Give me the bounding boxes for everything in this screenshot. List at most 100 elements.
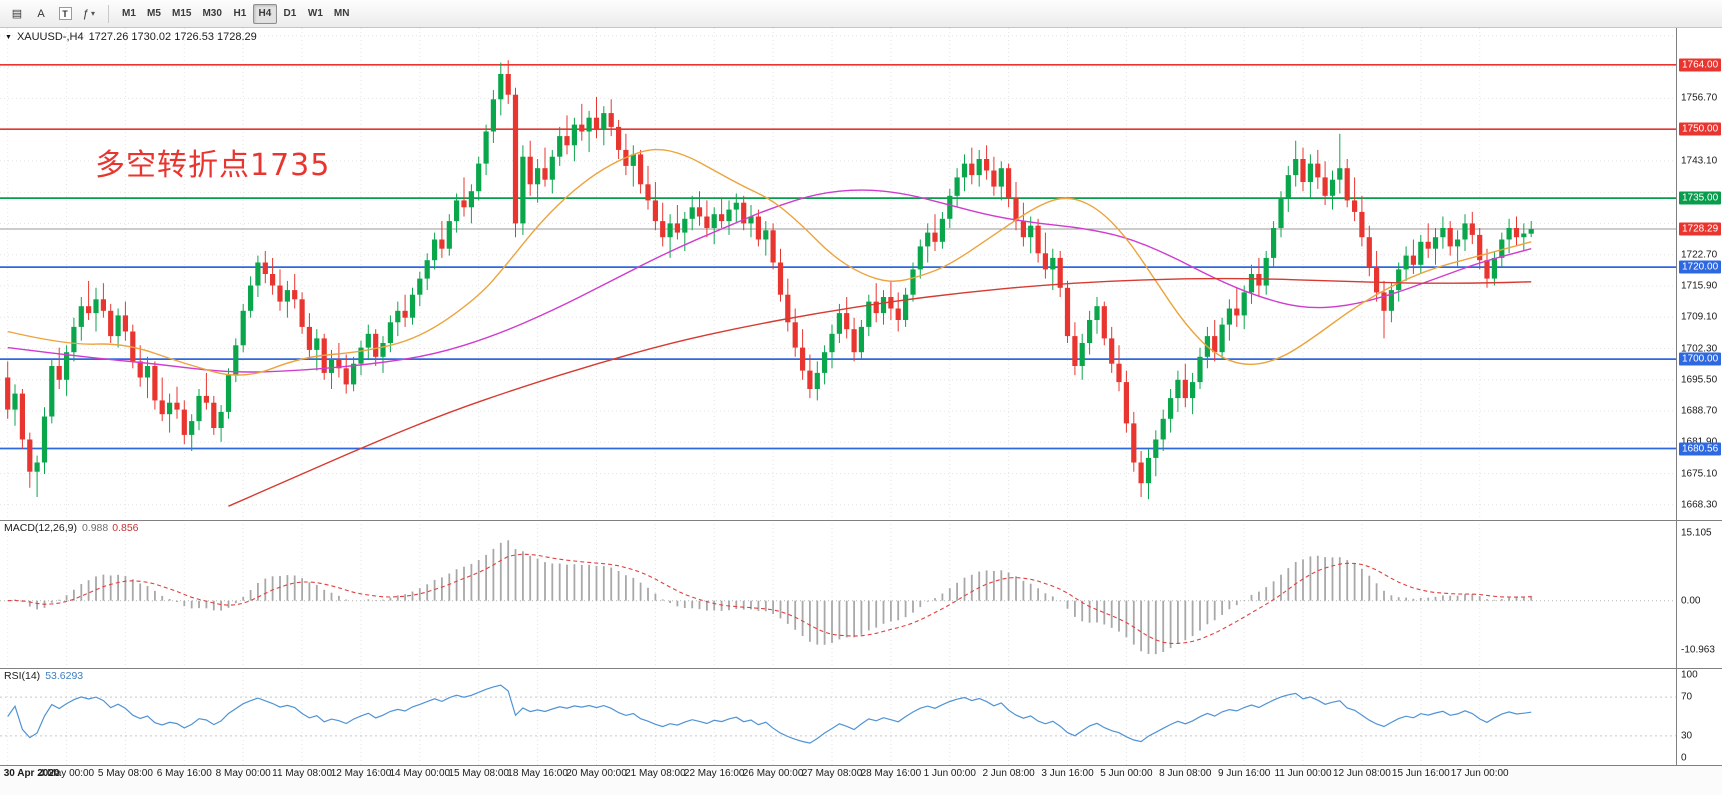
- symbol-label: ▼ XAUUSD-,H4 1727.26 1730.02 1726.53 172…: [5, 31, 257, 43]
- rsi-canvas[interactable]: [0, 668, 1676, 765]
- price-level-badge: 1720.00: [1679, 260, 1722, 274]
- candle: [277, 285, 283, 302]
- candle: [203, 395, 209, 403]
- moving-average-line: [228, 277, 1532, 507]
- candle: [549, 156, 555, 180]
- timeframe-button-d1[interactable]: D1: [283, 8, 297, 19]
- candle: [292, 290, 298, 300]
- candle: [483, 131, 489, 164]
- candle: [792, 322, 798, 348]
- candle: [336, 359, 342, 369]
- axis-tick-label: 0.00: [1681, 595, 1701, 607]
- symbol-name: XAUUSD-,H4: [16, 31, 84, 43]
- candle: [593, 117, 600, 130]
- candle: [741, 202, 747, 224]
- candle: [130, 331, 136, 362]
- macd-axis[interactable]: 15.105 0.00 -10.963: [1676, 520, 1722, 668]
- candle: [196, 395, 202, 422]
- candle: [535, 168, 541, 185]
- time-axis[interactable]: 30 Apr 2020 4 May 00:00 5 May 08:00 6 May 1…: [0, 765, 1722, 795]
- time-axis-label: 12 May 16:00: [330, 768, 392, 779]
- price-chart-canvas[interactable]: [0, 28, 1676, 520]
- rsi-name: RSI(14): [4, 670, 41, 682]
- candle: [1160, 418, 1166, 440]
- candle: [108, 310, 114, 337]
- timeframe-button-mn[interactable]: MN: [333, 8, 350, 19]
- candle: [1359, 211, 1365, 238]
- time-axis-label: 21 May 08:00: [625, 768, 686, 779]
- candle: [586, 117, 592, 132]
- candle: [542, 168, 548, 180]
- candle: [1256, 274, 1262, 286]
- candle: [137, 361, 143, 378]
- candle: [270, 274, 276, 286]
- candle: [5, 377, 11, 410]
- time-axis-label: 8 Jun 08:00: [1159, 768, 1212, 779]
- candle: [189, 421, 195, 435]
- candle: [439, 239, 445, 249]
- candle: [829, 333, 835, 353]
- candle: [1226, 308, 1232, 325]
- candle: [616, 126, 622, 150]
- price-chart-panel[interactable]: ▼ XAUUSD-,H4 1727.26 1730.02 1726.53 172…: [0, 28, 1676, 520]
- cursor-icon[interactable]: A: [37, 7, 45, 20]
- time-axis-label: 11 Jun 00:00: [1274, 768, 1332, 779]
- rsi-panel[interactable]: RSI(14) 53.6293: [0, 668, 1676, 765]
- panel-divider[interactable]: [0, 765, 1722, 766]
- candle: [424, 260, 430, 279]
- timeframe-button-m5[interactable]: M5: [147, 8, 161, 19]
- candle: [1278, 198, 1284, 228]
- candle: [1248, 274, 1255, 293]
- price-level-badge: 1735.00: [1679, 191, 1722, 205]
- candle: [822, 352, 828, 373]
- macd-canvas[interactable]: [0, 520, 1676, 668]
- timeframe-button-m1[interactable]: M1: [122, 8, 136, 19]
- macd-value-main: 0.988: [81, 522, 109, 534]
- time-axis-label: 17 Jun 00:00: [1450, 768, 1509, 779]
- candle: [1050, 257, 1056, 270]
- candle: [851, 329, 857, 353]
- candle: [689, 207, 695, 219]
- symbol-dropdown-icon[interactable]: ▼: [5, 33, 12, 41]
- candle: [1513, 228, 1520, 238]
- price-level-badge: 1700.00: [1679, 352, 1722, 366]
- axis-tick-label: 15.105: [1681, 527, 1712, 539]
- candle: [1410, 255, 1416, 265]
- timeframe-button-m30[interactable]: M30: [202, 8, 222, 19]
- candle: [512, 94, 519, 224]
- panel-divider[interactable]: [0, 520, 1722, 521]
- ohlc-readout: 1727.26 1730.02 1726.53 1728.29: [88, 31, 257, 43]
- price-level-badge: 1764.00: [1679, 58, 1722, 72]
- candle: [719, 214, 725, 222]
- macd-panel[interactable]: MACD(12,26,9) 0.988 0.856: [0, 520, 1676, 668]
- candle: [1042, 253, 1048, 270]
- candle: [27, 439, 33, 472]
- candle: [373, 333, 379, 357]
- price-axis[interactable]: 1756.70 1743.10 1722.70 1715.90 1709.10 1702.…: [1676, 28, 1722, 520]
- candle: [1145, 457, 1152, 484]
- candle: [395, 310, 401, 323]
- candle: [446, 221, 452, 249]
- candle: [1072, 336, 1078, 366]
- axis-tick-label: -10.963: [1681, 644, 1715, 656]
- candle: [1315, 163, 1321, 178]
- timeframe-button-m15[interactable]: M15: [172, 8, 192, 19]
- timeframe-button-w1[interactable]: W1: [307, 8, 323, 19]
- axis-tick-label: 70: [1681, 691, 1693, 703]
- indicators-icon[interactable]: ƒ ▾: [78, 4, 100, 24]
- candle: [1455, 239, 1461, 247]
- timeframe-button-h4[interactable]: H4: [252, 3, 277, 24]
- timeframe-button-h1[interactable]: H1: [233, 8, 247, 19]
- candle: [1035, 225, 1041, 254]
- candle: [351, 363, 357, 385]
- candle: [1469, 223, 1475, 235]
- text-tool-icon[interactable]: T: [54, 4, 76, 24]
- candle: [93, 299, 99, 314]
- candle: [858, 326, 864, 353]
- rsi-axis[interactable]: 100 70 30 0: [1676, 668, 1722, 765]
- charts-icon[interactable]: ▤: [11, 8, 23, 20]
- candle: [800, 347, 806, 371]
- candle: [630, 154, 636, 166]
- candle: [64, 352, 70, 380]
- panel-divider[interactable]: [0, 668, 1722, 669]
